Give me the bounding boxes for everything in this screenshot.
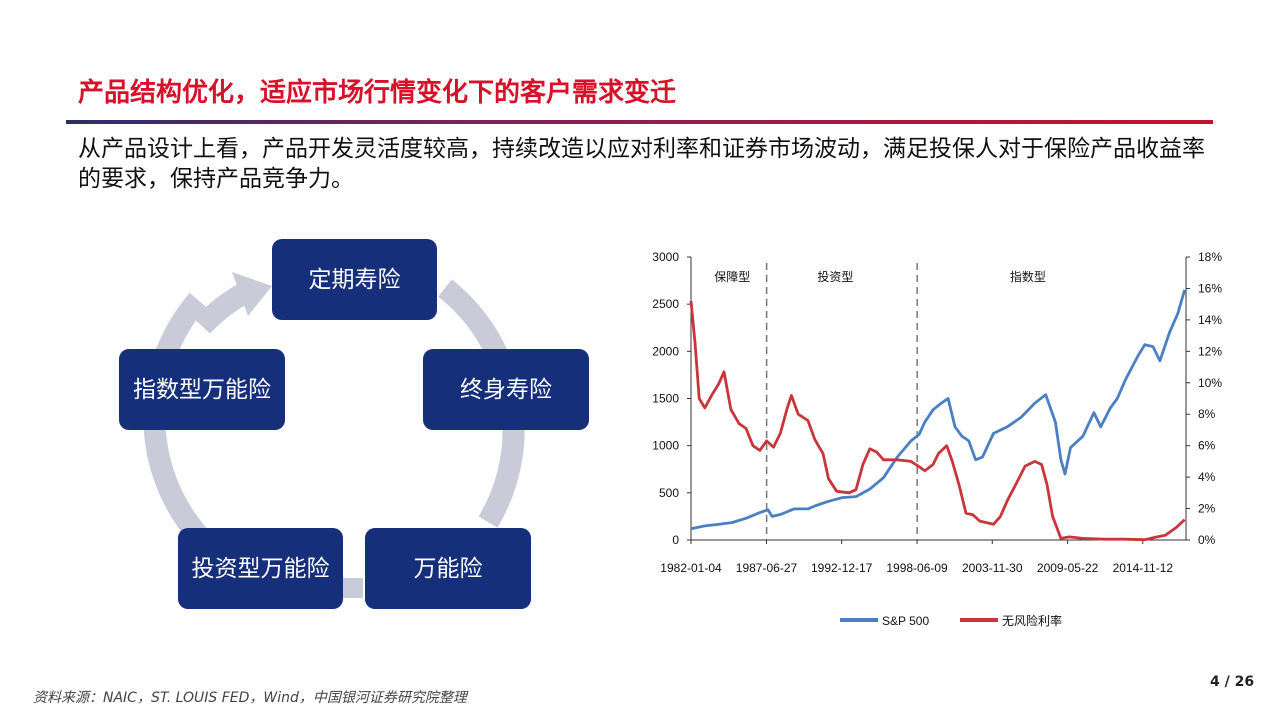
cycle-item-term-life: 定期寿险 xyxy=(272,239,437,320)
page-number: 4 / 26 xyxy=(1210,674,1255,690)
legend-label: 无风险利率 xyxy=(1002,613,1062,628)
x-tick-label: 1982-01-04 xyxy=(660,561,722,575)
body-text: 从产品设计上看，产品开发灵活度较高，持续改造以应对利率和证券市场波动，满足投保人… xyxy=(78,136,1205,192)
x-tick-label: 2009-05-22 xyxy=(1037,561,1099,575)
series-line-sp500 xyxy=(690,289,1186,531)
x-tick-label: 2003-11-30 xyxy=(962,561,1023,575)
y-right-tick-label: 14% xyxy=(1198,313,1222,327)
region-label: 指数型 xyxy=(1010,269,1046,284)
cycle-arrow-head xyxy=(232,272,272,316)
cycle-item-universal: 万能险 xyxy=(365,528,531,609)
x-tick-label: 1992-12-17 xyxy=(811,561,873,575)
y-left-tick-label: 2000 xyxy=(652,344,679,358)
chart-frame xyxy=(690,257,1187,541)
x-tick-label: 2014-11-12 xyxy=(1113,561,1174,575)
source-note: 资料来源：NAIC，ST. LOUIS FED，Wind，中国银河证券研究院整理 xyxy=(33,690,467,706)
y-right-tick-label: 4% xyxy=(1198,470,1216,484)
y-right-tick-label: 6% xyxy=(1198,439,1216,453)
y-left-tick-label: 1500 xyxy=(652,392,679,406)
region-label: 投资型 xyxy=(817,269,853,284)
slide-title: 产品结构优化，适应市场行情变化下的客户需求变迁 xyxy=(78,78,677,108)
y-right-tick-label: 0% xyxy=(1198,533,1216,547)
cycle-item-investment-universal: 投资型万能险 xyxy=(178,528,343,609)
y-left-tick-label: 500 xyxy=(659,486,679,500)
y-left-tick-label: 0 xyxy=(672,533,679,547)
y-right-tick-label: 10% xyxy=(1198,376,1222,390)
chart-plot-area: 0 500 1000 1500 2000 2500 3000 0% 2% 4% 6% 8% 10% 12%… xyxy=(652,250,1222,628)
region-label: 保障型 xyxy=(714,269,750,284)
cycle-item-whole-life: 终身寿险 xyxy=(423,349,589,430)
y-right-tick-label: 18% xyxy=(1198,250,1222,264)
legend-label: S&P 500 xyxy=(882,614,929,628)
title-rule xyxy=(66,120,1213,124)
y-left-tick-label: 2500 xyxy=(652,297,679,311)
line-chart: 0 500 1000 1500 2000 2500 3000 0% 2% 4% 6% 8% 10% 12%… xyxy=(652,250,1222,628)
y-right-tick-label: 2% xyxy=(1198,502,1216,516)
y-right-tick-label: 8% xyxy=(1198,407,1216,421)
y-right-tick-label: 16% xyxy=(1198,281,1222,295)
cycle-arc-top xyxy=(194,282,252,334)
x-tick-label: 1998-06-09 xyxy=(886,561,948,575)
y-left-tick-label: 3000 xyxy=(652,250,679,264)
x-tick-label: 1987-06-27 xyxy=(736,561,798,575)
y-right-tick-label: 12% xyxy=(1198,344,1222,358)
series-line-risk-free-rate xyxy=(689,300,1186,542)
cycle-item-index-universal: 指数型万能险 xyxy=(119,349,285,430)
y-left-tick-label: 1000 xyxy=(652,439,679,453)
